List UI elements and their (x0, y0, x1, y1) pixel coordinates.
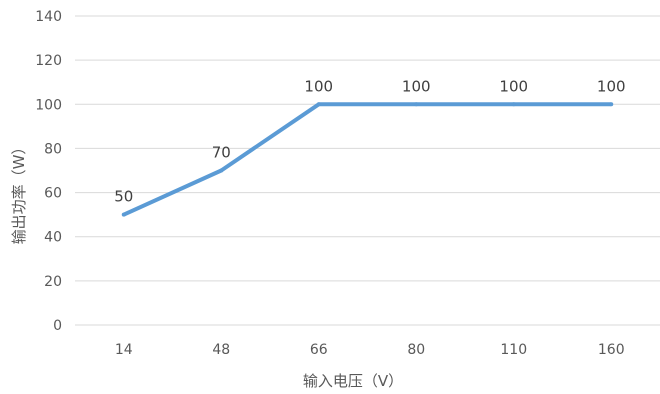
x-tick-label: 160 (598, 342, 625, 358)
data-label: 100 (304, 77, 333, 95)
data-labels: 50 70 100 100 100 100 (114, 77, 625, 205)
y-tick-label: 140 (35, 9, 62, 25)
data-point (219, 168, 224, 173)
data-label: 70 (212, 144, 231, 162)
x-tick-label: 110 (500, 342, 527, 358)
y-tick-label: 60 (44, 186, 62, 202)
data-label: 50 (114, 188, 133, 206)
y-tick-labels: 0 20 40 60 80 100 120 140 (35, 9, 62, 334)
x-tick-label: 14 (115, 342, 133, 358)
y-tick-label: 120 (35, 53, 62, 69)
data-point (121, 212, 126, 217)
y-tick-label: 80 (44, 141, 62, 157)
gridlines (75, 15, 660, 326)
data-label: 100 (402, 77, 431, 95)
series-line (122, 102, 612, 217)
y-tick-label: 0 (53, 318, 62, 334)
x-tick-label: 66 (310, 342, 328, 358)
x-tick-label: 80 (407, 342, 425, 358)
y-tick-label: 40 (44, 230, 62, 246)
y-tick-label: 100 (35, 97, 62, 113)
x-tick-labels: 14 48 66 80 110 160 (115, 342, 625, 358)
series-group (121, 102, 614, 217)
data-point (316, 102, 321, 107)
data-point (609, 102, 614, 107)
y-axis-title: 输出功率（W） (10, 140, 28, 245)
y-tick-label: 20 (44, 274, 62, 290)
x-tick-label: 48 (212, 342, 230, 358)
data-label: 100 (499, 77, 528, 95)
data-label: 100 (597, 77, 626, 95)
data-point (511, 102, 516, 107)
data-point (414, 102, 419, 107)
x-axis-title: 输入电压（V） (303, 372, 403, 390)
